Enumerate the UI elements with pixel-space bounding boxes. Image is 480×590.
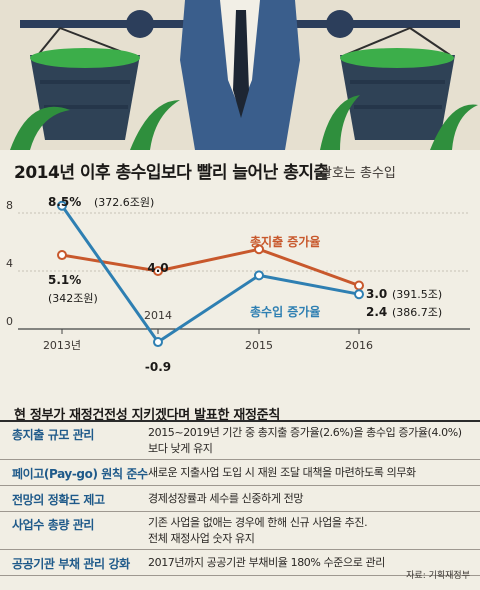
chart-title: 2014년 이후 총수입보다 빨리 늘어난 총지출 — [14, 163, 329, 183]
data-point — [57, 200, 67, 211]
x-tick-label: 2016 — [345, 339, 373, 352]
scale-bearer-illustration — [0, 0, 480, 150]
rules-table: 총지출 규모 관리 2015~2019년 기간 중 총지출 증가율(2.6%)을 … — [0, 420, 480, 576]
data-point — [354, 280, 364, 291]
data-point — [57, 250, 67, 261]
source-note: 자료: 기획재정부 — [406, 571, 470, 581]
data-point — [254, 244, 264, 255]
series-line — [61, 247, 360, 287]
y-tick-label: 4 — [6, 257, 13, 270]
data-note: (386.7조) — [392, 306, 442, 319]
rule-description: 2017년까지 공공기관 부채비율 180% 수준으로 관리 — [148, 555, 478, 571]
rule-label: 페이고(Pay-go) 원칙 준수 — [12, 467, 148, 481]
table-row: 전망의 정확도 제고 경제성장률과 세수를 신중하게 전망 — [0, 486, 480, 512]
chart-subtitle: 괄호는 총수입 — [320, 166, 396, 181]
table-row: 공공기관 부채 관리 강화 2017년까지 공공기관 부채비율 180% 수준으로… — [0, 550, 480, 576]
tie-shape — [233, 10, 249, 118]
rules-table-heading: 현 정부가 재정건전성 지키겠다며 발표한 재정준칙 — [14, 408, 280, 423]
rule-description-line: 2015~2019년 기간 중 총지출 증가율(2.6%)을 총수입 증가율(4… — [148, 426, 462, 439]
left-basket-shape — [30, 55, 140, 140]
data-point — [254, 270, 264, 281]
data-label: 5.1% — [48, 273, 81, 287]
rule-description-line: 기존 사업을 없애는 경우에 한해 신규 사업을 추진. — [148, 516, 368, 529]
data-point — [153, 337, 163, 348]
rule-label: 사업수 총량 관리 — [12, 518, 95, 532]
rule-description: 새로운 지출사업 도입 시 재원 조달 대책을 마련하도록 의무화 — [148, 465, 478, 481]
data-note: (391.5조) — [392, 288, 442, 301]
rule-description: 기존 사업을 없애는 경우에 한해 신규 사업을 추진. 전체 재정사업 숫자 유… — [148, 515, 478, 547]
data-note: (342조원) — [48, 292, 98, 305]
y-tick-label: 8 — [6, 199, 13, 212]
data-label: -0.9 — [145, 360, 171, 374]
y-tick-label: 0 — [6, 315, 13, 328]
data-point — [153, 266, 163, 276]
x-tick-label: 2015 — [245, 339, 273, 352]
data-label: 8.5% — [48, 195, 81, 209]
data-label: 4.0 — [147, 261, 168, 275]
table-row: 총지출 규모 관리 2015~2019년 기간 중 총지출 증가율(2.6%)을 … — [0, 422, 480, 460]
series-line — [60, 204, 360, 344]
rule-description: 2015~2019년 기간 중 총지출 증가율(2.6%)을 총수입 증가율(4… — [148, 425, 478, 457]
rule-description: 경제성장률과 세수를 신중하게 전망 — [148, 491, 478, 507]
x-tick-label: 2013년 — [43, 339, 81, 352]
data-label: 2.4 — [366, 305, 387, 319]
right-basket-shape — [340, 55, 455, 140]
table-row: 페이고(Pay-go) 원칙 준수 새로운 지출사업 도입 시 재원 조달 대책을… — [0, 460, 480, 486]
rule-description-line: 2017년까지 공공기관 부채비율 180% 수준으로 관리 — [148, 556, 385, 569]
data-note: (372.6조원) — [94, 196, 154, 209]
rule-label: 전망의 정확도 제고 — [12, 493, 105, 507]
x-tick-label: 2014 — [144, 309, 172, 322]
series-name-label: 총수입 증가율 — [250, 304, 320, 319]
rule-description-line: 보다 낮게 유지 — [148, 442, 213, 455]
rule-description-line: 경제성장률과 세수를 신중하게 전망 — [148, 492, 304, 505]
rule-label: 공공기관 부채 관리 강화 — [12, 557, 130, 571]
series-name-label: 총지출 증가율 — [250, 234, 320, 249]
balance-illustration — [0, 0, 480, 150]
rule-description-line: 새로운 지출사업 도입 시 재원 조달 대책을 마련하도록 의무화 — [148, 466, 416, 479]
data-point — [354, 289, 364, 300]
line-chart: 8 4 0 2013년 2014 2015 2016 8.5% (372.6조원) 5.1% (34… — [6, 195, 470, 374]
table-row: 사업수 총량 관리 기존 사업을 없애는 경우에 한해 신규 사업을 추진. 전체 … — [0, 512, 480, 550]
data-label: 3.0 — [366, 287, 387, 301]
rule-label: 총지출 규모 관리 — [12, 428, 95, 442]
rule-description-line: 전체 재정사업 숫자 유지 — [148, 532, 255, 545]
